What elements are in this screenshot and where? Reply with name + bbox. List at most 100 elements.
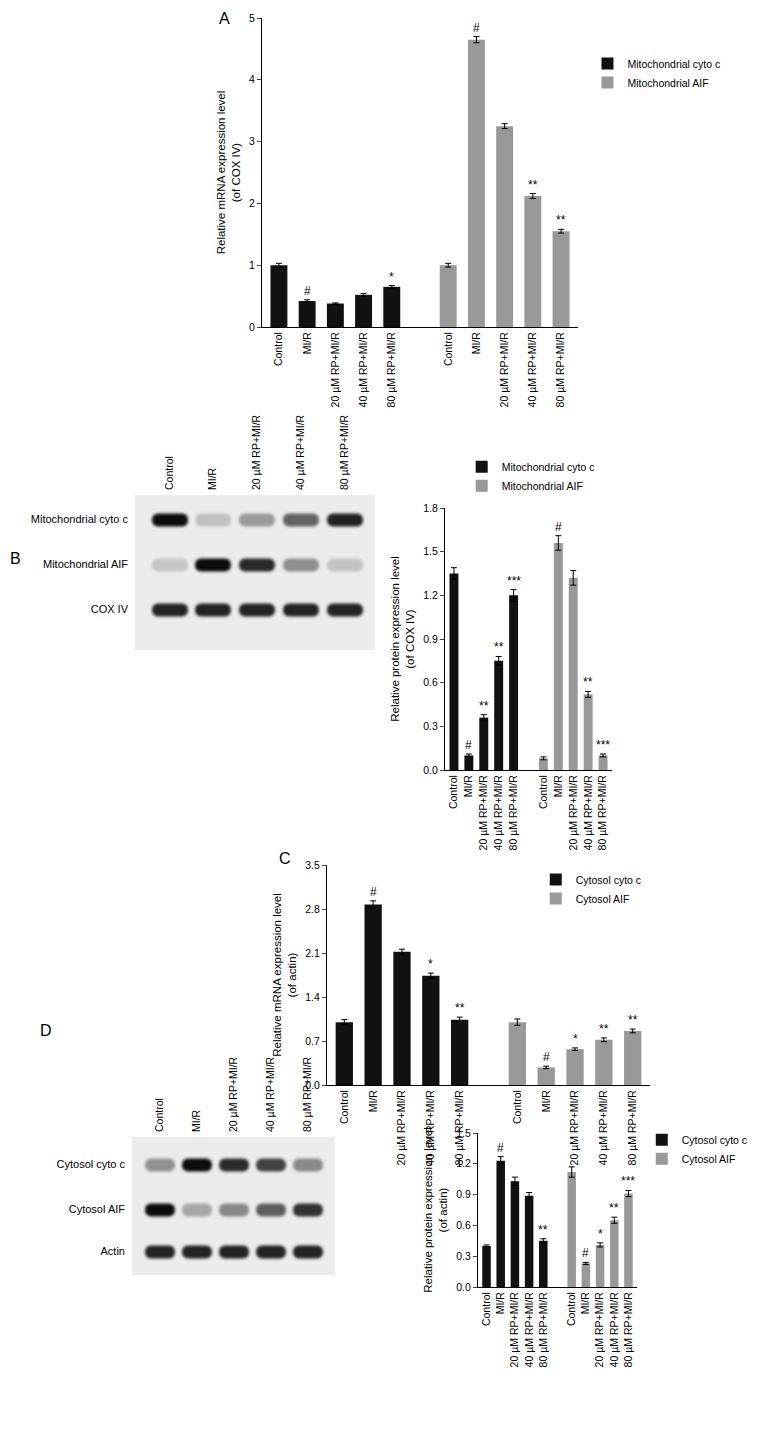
svg-text:80 µM RP+MI/R: 80 µM RP+MI/R [507, 775, 519, 851]
svg-text:0.6: 0.6 [423, 676, 438, 688]
svg-text:Control: Control [153, 1098, 165, 1132]
svg-text:40 µM RP+MI/R: 40 µM RP+MI/R [424, 1090, 436, 1166]
svg-text:40 µM RP+MI/R: 40 µM RP+MI/R [582, 775, 594, 851]
svg-text:Relative mRNA expression level: Relative mRNA expression level(of actin) [271, 893, 298, 1057]
svg-text:Relative protein expression le: Relative protein expression level(of COX… [389, 556, 416, 722]
svg-text:Mitochondrial AIF: Mitochondrial AIF [627, 76, 708, 88]
svg-text:1.5: 1.5 [456, 1127, 471, 1139]
svg-text:20 µM RP+MI/R: 20 µM RP+MI/R [227, 1056, 239, 1132]
svg-text:5: 5 [249, 12, 255, 24]
svg-text:Control: Control [272, 332, 284, 366]
svg-text:Control: Control [338, 1090, 350, 1124]
svg-text:#: # [465, 738, 472, 752]
svg-text:Mitochondrial cyto c: Mitochondrial cyto c [627, 57, 720, 69]
svg-text:Cytosol cyto c: Cytosol cyto c [576, 874, 641, 886]
svg-text:1.2: 1.2 [456, 1157, 471, 1169]
svg-text:MI/R: MI/R [552, 775, 564, 798]
svg-text:20 µM RP+MI/R: 20 µM RP+MI/R [498, 332, 510, 408]
svg-text:COX IV: COX IV [91, 603, 129, 615]
svg-text:**: ** [528, 178, 538, 192]
svg-text:40 µM RP+MI/R: 40 µM RP+MI/R [597, 1090, 609, 1166]
svg-text:20 µM RP+MI/R: 20 µM RP+MI/R [508, 1292, 520, 1368]
svg-text:2: 2 [249, 197, 255, 209]
svg-text:#: # [543, 1050, 550, 1064]
svg-text:Control: Control [163, 456, 175, 490]
svg-text:Cytosol AIF: Cytosol AIF [576, 893, 630, 905]
svg-text:1.8: 1.8 [423, 502, 438, 514]
svg-text:40 µM RP+MI/R: 40 µM RP+MI/R [357, 332, 369, 408]
svg-text:40 µM RP+MI/R: 40 µM RP+MI/R [523, 1292, 535, 1368]
svg-text:20 µM RP+MI/R: 20 µM RP+MI/R [568, 1090, 580, 1166]
svg-text:20 µM RP+MI/R: 20 µM RP+MI/R [567, 775, 579, 851]
svg-text:40 µM RP+MI/R: 40 µM RP+MI/R [294, 414, 306, 490]
svg-text:3: 3 [249, 135, 255, 147]
svg-text:Mitochondrial cyto c: Mitochondrial cyto c [31, 513, 129, 525]
svg-text:Relative protein expression le: Relative protein expression level(of act… [422, 1127, 449, 1293]
svg-text:80 µM RP+MI/R: 80 µM RP+MI/R [385, 332, 397, 408]
svg-text:MI/R: MI/R [470, 332, 482, 355]
svg-text:40 µM RP+MI/R: 40 µM RP+MI/R [526, 332, 538, 408]
svg-text:80 µM RP+MI/R: 80 µM RP+MI/R [453, 1090, 465, 1166]
svg-text:Actin: Actin [101, 1245, 125, 1257]
svg-text:Control: Control [442, 332, 454, 366]
svg-text:80 µM RP+MI/R: 80 µM RP+MI/R [626, 1090, 638, 1166]
svg-text:MI/R: MI/R [540, 1090, 552, 1113]
svg-text:**: ** [609, 1201, 619, 1215]
svg-text:1: 1 [249, 259, 255, 271]
svg-text:40 µM RP+MI/R: 40 µM RP+MI/R [264, 1056, 276, 1132]
svg-text:3.5: 3.5 [305, 859, 320, 871]
svg-text:Cytosol cyto c: Cytosol cyto c [57, 1158, 126, 1170]
svg-text:MI/R: MI/R [206, 467, 218, 490]
svg-text:**: ** [538, 1223, 548, 1237]
svg-text:80 µM RP+MI/R: 80 µM RP+MI/R [338, 414, 350, 490]
svg-text:*: * [598, 1227, 603, 1241]
svg-text:D: D [40, 1022, 52, 1039]
svg-text:80 µM RP+MI/R: 80 µM RP+MI/R [554, 332, 566, 408]
svg-text:80 µM RP+MI/R: 80 µM RP+MI/R [596, 775, 608, 851]
svg-text:20 µM RP+MI/R: 20 µM RP+MI/R [329, 332, 341, 408]
svg-text:**: ** [455, 1001, 465, 1015]
svg-text:20 µM RP+MI/R: 20 µM RP+MI/R [477, 775, 489, 851]
svg-text:Control: Control [537, 775, 549, 809]
svg-text:**: ** [583, 675, 593, 689]
svg-text:1.2: 1.2 [423, 589, 438, 601]
svg-text:40 µM RP+MI/R: 40 µM RP+MI/R [492, 775, 504, 851]
svg-text:***: *** [507, 574, 521, 588]
svg-text:Control: Control [447, 775, 459, 809]
svg-text:*: * [428, 957, 433, 971]
svg-text:#: # [304, 284, 311, 298]
svg-text:0.3: 0.3 [456, 1250, 471, 1262]
svg-text:20 µM RP+MI/R: 20 µM RP+MI/R [395, 1090, 407, 1166]
svg-text:MI/R: MI/R [494, 1292, 506, 1315]
svg-text:A: A [219, 10, 230, 27]
svg-text:C: C [279, 850, 291, 867]
svg-text:80 µM RP+MI/R: 80 µM RP+MI/R [622, 1292, 634, 1368]
svg-text:Cytosol cyto c: Cytosol cyto c [682, 1134, 747, 1146]
svg-text:MI/R: MI/R [579, 1292, 591, 1315]
svg-text:20 µM RP+MI/R: 20 µM RP+MI/R [250, 414, 262, 490]
svg-text:MI/R: MI/R [190, 1109, 202, 1132]
svg-text:40 µM RP+MI/R: 40 µM RP+MI/R [608, 1292, 620, 1368]
svg-text:0: 0 [249, 321, 255, 333]
svg-text:Control: Control [565, 1292, 577, 1326]
svg-text:#: # [473, 21, 480, 35]
svg-text:Control: Control [480, 1292, 492, 1326]
svg-text:Cytosol AIF: Cytosol AIF [69, 1203, 126, 1215]
svg-text:0.3: 0.3 [423, 720, 438, 732]
svg-text:80 µM RP+MI/R: 80 µM RP+MI/R [301, 1056, 313, 1132]
svg-text:4: 4 [249, 73, 255, 85]
svg-text:MI/R: MI/R [462, 775, 474, 798]
svg-text:*: * [389, 270, 394, 284]
svg-text:**: ** [628, 1013, 638, 1027]
svg-text:0.9: 0.9 [423, 633, 438, 645]
svg-text:#: # [370, 885, 377, 899]
svg-text:2.1: 2.1 [305, 947, 320, 959]
svg-text:*: * [573, 1032, 578, 1046]
svg-text:0.0: 0.0 [423, 764, 438, 776]
svg-text:Relative mRNA expression level: Relative mRNA expression level(of COX IV… [215, 91, 242, 255]
svg-text:1.4: 1.4 [305, 991, 320, 1003]
svg-text:MI/R: MI/R [301, 332, 313, 355]
svg-text:**: ** [599, 1022, 609, 1036]
svg-text:1.5: 1.5 [423, 545, 438, 557]
svg-text:2.8: 2.8 [305, 903, 320, 915]
